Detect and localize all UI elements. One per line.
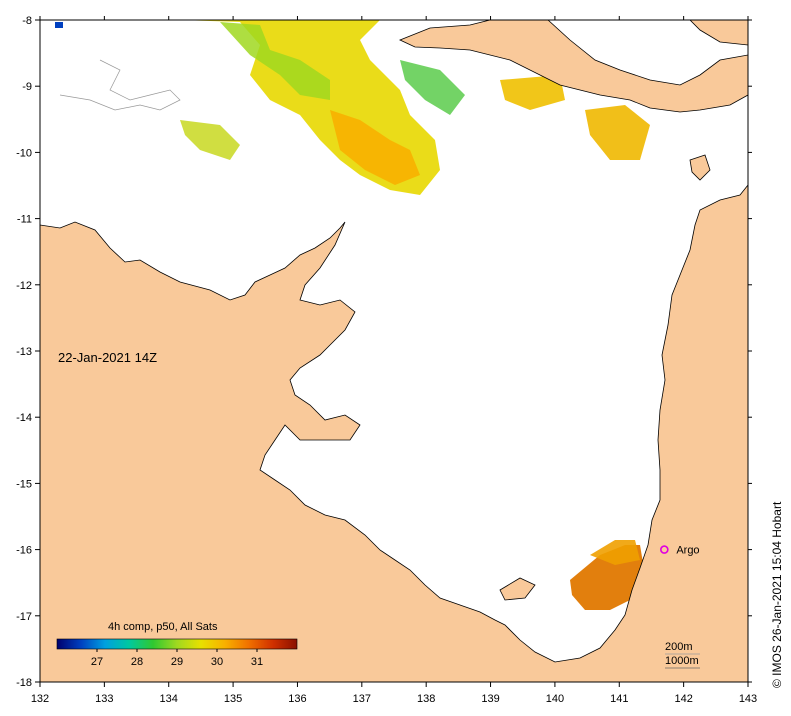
colorbar-tick-label: 28 [131, 656, 143, 668]
y-tick-label: -14 [16, 412, 32, 424]
colorbar [56, 638, 298, 650]
colorbar-tick-label: 31 [251, 656, 263, 668]
x-axis: 132 133 134 135 136 137 138 139 140 141 142 143 [31, 16, 757, 705]
depth-label-1000: 1000m [665, 655, 699, 667]
sst-patch-south2 [590, 540, 640, 565]
sst-patch-west [180, 120, 240, 160]
colorbar-title: 4h comp, p50, All Sats [108, 621, 218, 633]
y-tick-label: -15 [16, 478, 32, 490]
x-tick-label: 139 [481, 693, 499, 705]
colorbar-ticks: 27 28 29 30 31 [91, 649, 263, 668]
sst-patch-orange [330, 110, 420, 185]
colorbar-tick-label: 27 [91, 656, 103, 668]
y-axis: -8 -9 -10 -11 -12 -13 -14 -15 -16 -17 -18 [16, 15, 752, 689]
depth-contour [59, 59, 181, 111]
x-tick-label: 134 [160, 693, 178, 705]
y-tick-label: -16 [16, 545, 32, 557]
x-tick-label: 140 [546, 693, 564, 705]
depth-legend: 200m 1000m [665, 641, 700, 669]
x-tick-label: 136 [288, 693, 306, 705]
x-tick-label: 137 [353, 693, 371, 705]
land-layer [40, 20, 748, 682]
y-tick-label: -17 [16, 611, 32, 623]
land-papua-new-guinea [398, 20, 748, 113]
date-label: 22-Jan-2021 14Z [58, 350, 157, 365]
y-tick-label: -8 [22, 15, 32, 27]
sst-data-layer [55, 20, 650, 610]
argo-float-icon[interactable] [660, 545, 669, 554]
colorbar-tick-label: 29 [171, 656, 183, 668]
argo-label: Argo [676, 545, 699, 557]
sst-patch-green-ne [400, 60, 465, 115]
x-tick-label: 141 [610, 693, 628, 705]
colorbar-legend: 4h comp, p50, All Sats 27 28 29 30 31 [56, 621, 298, 668]
x-tick-label: 138 [417, 693, 435, 705]
land-northeast-corner [689, 20, 748, 46]
x-tick-label: 132 [31, 693, 49, 705]
y-tick-label: -13 [16, 346, 32, 358]
y-tick-label: -18 [16, 677, 32, 689]
sst-patch-east [500, 75, 565, 110]
x-tick-label: 143 [739, 693, 757, 705]
land-west-australia [40, 184, 748, 682]
x-tick-label: 142 [674, 693, 692, 705]
sst-patch-east2 [585, 105, 650, 160]
y-tick-label: -11 [17, 214, 32, 226]
y-tick-label: -12 [16, 280, 32, 292]
argo-marker[interactable]: Argo [660, 545, 700, 557]
land-island-south [499, 577, 536, 601]
sst-patch-dark [55, 22, 63, 28]
x-tick-label: 135 [224, 693, 242, 705]
x-tick-label: 133 [95, 693, 113, 705]
depth-label-200: 200m [665, 641, 693, 653]
y-tick-label: -10 [16, 147, 32, 159]
sst-patch-north-green [220, 22, 330, 100]
credit-text: © IMOS 26-Jan-2021 15:04 Hobart [770, 501, 784, 688]
colorbar-tick-label: 30 [211, 656, 223, 668]
y-tick-label: -9 [22, 81, 32, 93]
land-cape-york-island [689, 154, 711, 181]
